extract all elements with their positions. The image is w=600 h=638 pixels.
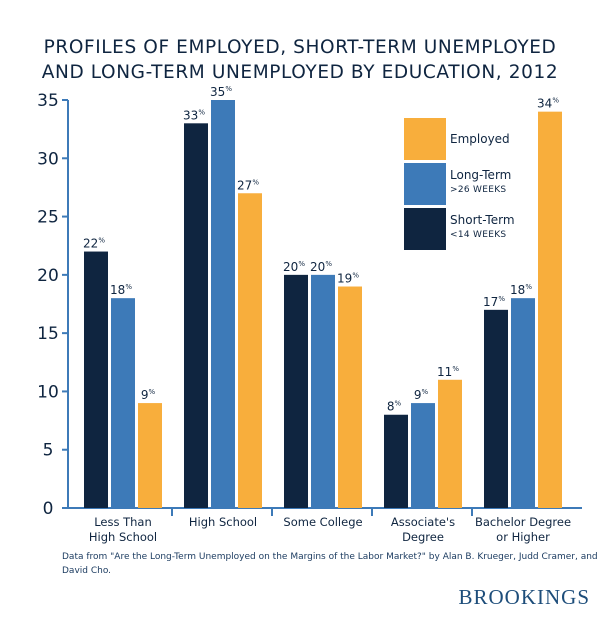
y-tick-label: 15 (37, 324, 59, 344)
x-category-label: Degree (402, 530, 444, 544)
bar-value-label: 27% (237, 178, 259, 192)
y-tick-label: 0 (43, 499, 54, 519)
legend-sublabel: <14 WEEKS (450, 230, 506, 240)
bar-value-label: 11% (437, 365, 459, 379)
chart-title-line-1: PROFILES OF EMPLOYED, SHORT-TERM UNEMPLO… (44, 37, 557, 58)
legend: Employed Long-Term >26 WEEKS Short-Term <14 … (404, 118, 515, 250)
bar-long-term (111, 298, 135, 508)
bar-short-term (484, 309, 508, 508)
brookings-logo: BROOKINGS (458, 585, 590, 609)
x-category-label: or Higher (496, 530, 550, 544)
y-axis: 0 5 10 15 20 25 30 35 (37, 91, 69, 519)
bar-value-label: 18% (510, 283, 532, 297)
bar-value-label: 33% (183, 108, 205, 122)
bar-short-term (184, 123, 208, 509)
x-category-label: Associate's (391, 515, 455, 529)
bars: 22% 18% 9% 33% 35% 27% 20% 20% 19% 8% 9% 11% 17% 18% 3… (83, 85, 562, 509)
y-tick-label: 30 (37, 149, 59, 169)
legend-swatch-short-term (404, 208, 446, 250)
bar-value-label: 35% (210, 85, 232, 99)
bar-value-label: 17% (483, 295, 505, 309)
x-category-label: Some College (283, 515, 362, 529)
legend-sublabel: >26 WEEKS (450, 185, 506, 195)
bar-long-term (211, 100, 235, 508)
x-category-label: High School (189, 515, 257, 529)
bar-employed (138, 403, 162, 508)
bar-value-label: 20% (310, 260, 332, 274)
legend-swatch-long-term (404, 163, 446, 205)
bar-long-term (411, 403, 435, 508)
chart-title-line-2: AND LONG-TERM UNEMPLOYED BY EDUCATION, 2… (42, 62, 558, 83)
bar-value-label: 18% (110, 283, 132, 297)
bar-employed (238, 193, 262, 508)
bar-short-term (84, 251, 108, 509)
source-note: Data from "Are the Long-Term Unemployed … (62, 552, 598, 576)
bar-employed (538, 111, 562, 509)
x-category-label: Less Than (94, 515, 152, 529)
chart-title: PROFILES OF EMPLOYED, SHORT-TERM UNEMPLO… (42, 37, 558, 83)
legend-label: Short-Term (450, 213, 515, 227)
y-tick-label: 25 (37, 208, 59, 228)
y-tick-label: 35 (37, 91, 59, 111)
legend-label: Employed (450, 132, 510, 146)
y-tick-label: 10 (37, 382, 59, 402)
bar-value-label: 19% (337, 272, 359, 286)
bar-long-term (511, 298, 535, 508)
x-category-label: High School (89, 530, 157, 544)
legend-label: Long-Term (450, 168, 511, 182)
bar-employed (438, 379, 462, 508)
y-tick-label: 5 (43, 441, 54, 461)
bar-value-label: 9% (141, 388, 156, 402)
bar-employed (338, 286, 362, 508)
bar-value-label: 9% (414, 388, 429, 402)
bar-value-label: 8% (387, 400, 402, 414)
bar-value-label: 34% (537, 97, 559, 111)
legend-swatch-employed (404, 118, 446, 160)
x-category-label: Bachelor Degree (475, 515, 571, 529)
bar-value-label: 22% (83, 237, 105, 251)
bar-long-term (311, 274, 335, 508)
bar-short-term (384, 414, 408, 508)
bar-short-term (284, 274, 308, 508)
bar-value-label: 20% (283, 260, 305, 274)
y-tick-label: 20 (37, 266, 59, 286)
